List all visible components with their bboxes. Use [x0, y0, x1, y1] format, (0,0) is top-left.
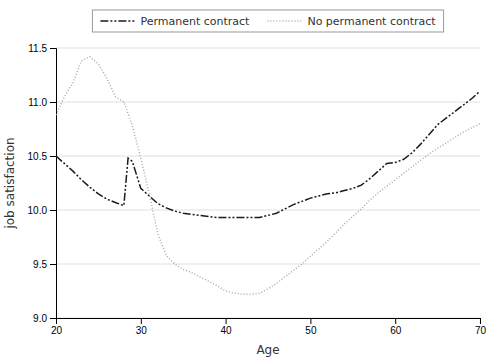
- plot-area: 20 30 40 50 60 70 9.0 9.5 10.0 10.5 11.0 11.5: [28, 43, 487, 336]
- x-axis-title: Age: [256, 343, 279, 357]
- tick: 60: [390, 318, 402, 336]
- y-axis: 9.0 9.5 10.0 10.5 11.0 11.5: [28, 43, 57, 324]
- tick-label: 10.5: [28, 151, 48, 162]
- grid-line: [56, 264, 480, 265]
- chart: 20 30 40 50 60 70 9.0 9.5 10.0 10.5 11.0 11.5 Age job…: [0, 0, 500, 362]
- tick-mark: [50, 102, 56, 103]
- axis-line: [57, 319, 481, 325]
- legend-item: Permanent contract: [100, 15, 250, 28]
- tick-mark: [50, 264, 56, 265]
- legend-swatch: [267, 20, 301, 22]
- tick: 9.5: [33, 259, 56, 270]
- tick-label: 9.0: [33, 313, 47, 324]
- tick: 40: [221, 318, 233, 336]
- series-line: [56, 57, 480, 295]
- legend: Permanent contract No permanent contract: [92, 10, 443, 32]
- tick-mark: [395, 318, 396, 324]
- tick-mark: [141, 318, 142, 324]
- tick: 10.0: [28, 205, 56, 216]
- grid-line: [56, 48, 480, 49]
- tick-label: 10.0: [28, 205, 48, 216]
- series-line: [56, 91, 480, 217]
- grid-line: [56, 102, 480, 103]
- grid: [56, 48, 480, 318]
- legend-box: [92, 10, 443, 32]
- tick: 10.5: [28, 151, 56, 162]
- y-axis-title: job satisfaction: [3, 137, 17, 229]
- tick-mark: [480, 318, 481, 324]
- tick-label: 60: [390, 325, 402, 336]
- tick-mark: [50, 48, 56, 49]
- tick: 9.0: [33, 313, 56, 324]
- legend-label: No permanent contract: [307, 15, 436, 28]
- legend-swatch: [100, 20, 134, 22]
- tick-label: 20: [51, 325, 63, 336]
- grid-line: [56, 210, 480, 211]
- tick-label: 11.0: [28, 97, 47, 108]
- legend-item: No permanent contract: [267, 15, 436, 28]
- series-group: [56, 57, 480, 295]
- tick: 11.5: [28, 43, 56, 54]
- tick: 30: [136, 318, 148, 336]
- grid-line: [56, 156, 480, 157]
- tick-label: 50: [305, 325, 317, 336]
- x-axis: 20 30 40 50 60 70: [51, 318, 487, 336]
- tick-label: 40: [221, 325, 233, 336]
- axis-line: [50, 49, 57, 319]
- tick-label: 11.5: [28, 43, 47, 54]
- tick-mark: [50, 210, 56, 211]
- tick-mark: [50, 156, 56, 157]
- tick: 70: [475, 318, 487, 336]
- tick-mark: [226, 318, 227, 324]
- tick-label: 9.5: [33, 259, 47, 270]
- tick: 11.0: [28, 97, 56, 108]
- tick-mark: [50, 318, 56, 319]
- tick-label: 70: [475, 325, 487, 336]
- legend-label: Permanent contract: [140, 15, 250, 28]
- tick: 50: [305, 318, 317, 336]
- tick-mark: [310, 318, 311, 324]
- tick-label: 30: [136, 325, 148, 336]
- tick: 20: [51, 318, 63, 336]
